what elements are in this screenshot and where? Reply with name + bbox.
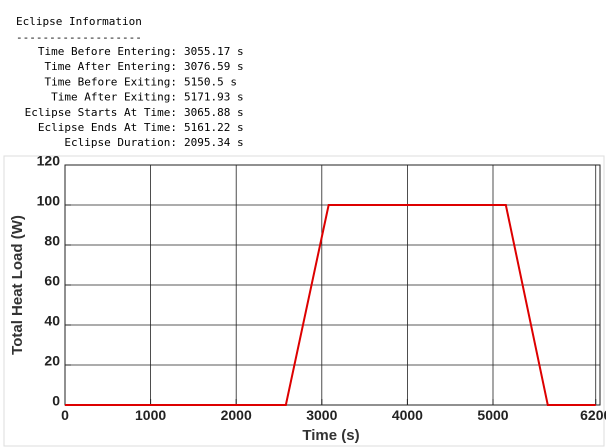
y-tick-label: 100	[37, 193, 61, 209]
y-axis-label: Total Heat Load (W)	[9, 215, 26, 355]
y-tick-label: 20	[44, 353, 60, 369]
chart: 0 20 40 60 80 100 120 0 1000 2000 3000 4000 5000 6200	[37, 153, 606, 423]
info-value: 5161.22 s	[184, 121, 244, 134]
plot-border	[64, 164, 601, 406]
y-tick-label: 60	[44, 273, 60, 289]
x-tick-label: 5000	[477, 407, 508, 423]
y-tick-label: 120	[37, 153, 61, 169]
info-label: Time After Exiting:	[51, 91, 177, 104]
info-label: Eclipse Duration:	[64, 136, 177, 149]
info-label: Time After Entering:	[45, 60, 177, 73]
info-separator: -------------------	[16, 31, 142, 44]
x-tick-label: 6200	[580, 407, 606, 423]
x-tick-label: 3000	[306, 407, 337, 423]
info-label: Time Before Exiting:	[45, 75, 177, 88]
info-rows: Time Before Entering: 3055.17 s Time After…	[25, 45, 244, 149]
info-value: 5150.5 s	[184, 75, 237, 88]
y-tick-label: 80	[44, 233, 60, 249]
y-tick-label: 40	[44, 313, 60, 329]
info-label: Time Before Entering:	[38, 45, 177, 58]
info-label: Eclipse Starts At Time:	[25, 106, 177, 119]
info-value: 3055.17 s	[184, 45, 244, 58]
x-tick-label: 1000	[135, 407, 166, 423]
data-line	[65, 204, 596, 406]
info-value: 5171.93 s	[184, 91, 244, 104]
y-tick-label: 0	[52, 393, 60, 409]
info-value: 2095.34 s	[184, 136, 244, 149]
info-label: Eclipse Ends At Time:	[38, 121, 177, 134]
info-title: Eclipse Information	[16, 15, 142, 28]
x-axis-label: Time (s)	[302, 427, 359, 444]
x-tick-label: 0	[61, 407, 69, 423]
info-value: 3076.59 s	[184, 60, 244, 73]
info-value: 3065.88 s	[184, 106, 244, 119]
x-tick-label: 4000	[392, 407, 423, 423]
x-tick-label: 2000	[221, 407, 252, 423]
